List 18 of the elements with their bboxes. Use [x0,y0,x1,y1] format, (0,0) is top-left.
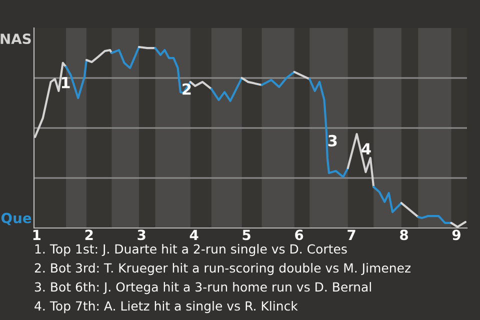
annotation: 4 [362,143,371,154]
x-tick-label: 7 [348,230,356,240]
x-tick-label: 3 [138,230,146,240]
text: Que [1,212,32,226]
text: 2. Bot 3rd: T. Krueger hit a run-scoring double vs M. Jimenez [34,263,410,276]
text: 3. Bot 6th: J. Ortega hit a 3-run home run vs D. Bernal [34,282,371,294]
x-tick-label: 2 [85,230,93,240]
x-tick-label: 9 [452,230,460,240]
text: 1. Top 1st: J. Duarte hit a 2-run single vs D. Cortes [35,244,347,256]
annotation: 1 [62,77,70,88]
x-tick-label: 8 [400,230,408,240]
x-tick-label: 5 [242,230,250,240]
annotation: 3 [328,134,337,146]
x-tick-label: 6 [295,230,304,240]
x-tick-label: 1 [33,230,40,240]
text: 4. Top 7th: A. Lietz hit a single vs R. Klinck [34,301,298,314]
text: NAS [0,34,31,44]
x-tick-label: 4 [190,230,198,240]
